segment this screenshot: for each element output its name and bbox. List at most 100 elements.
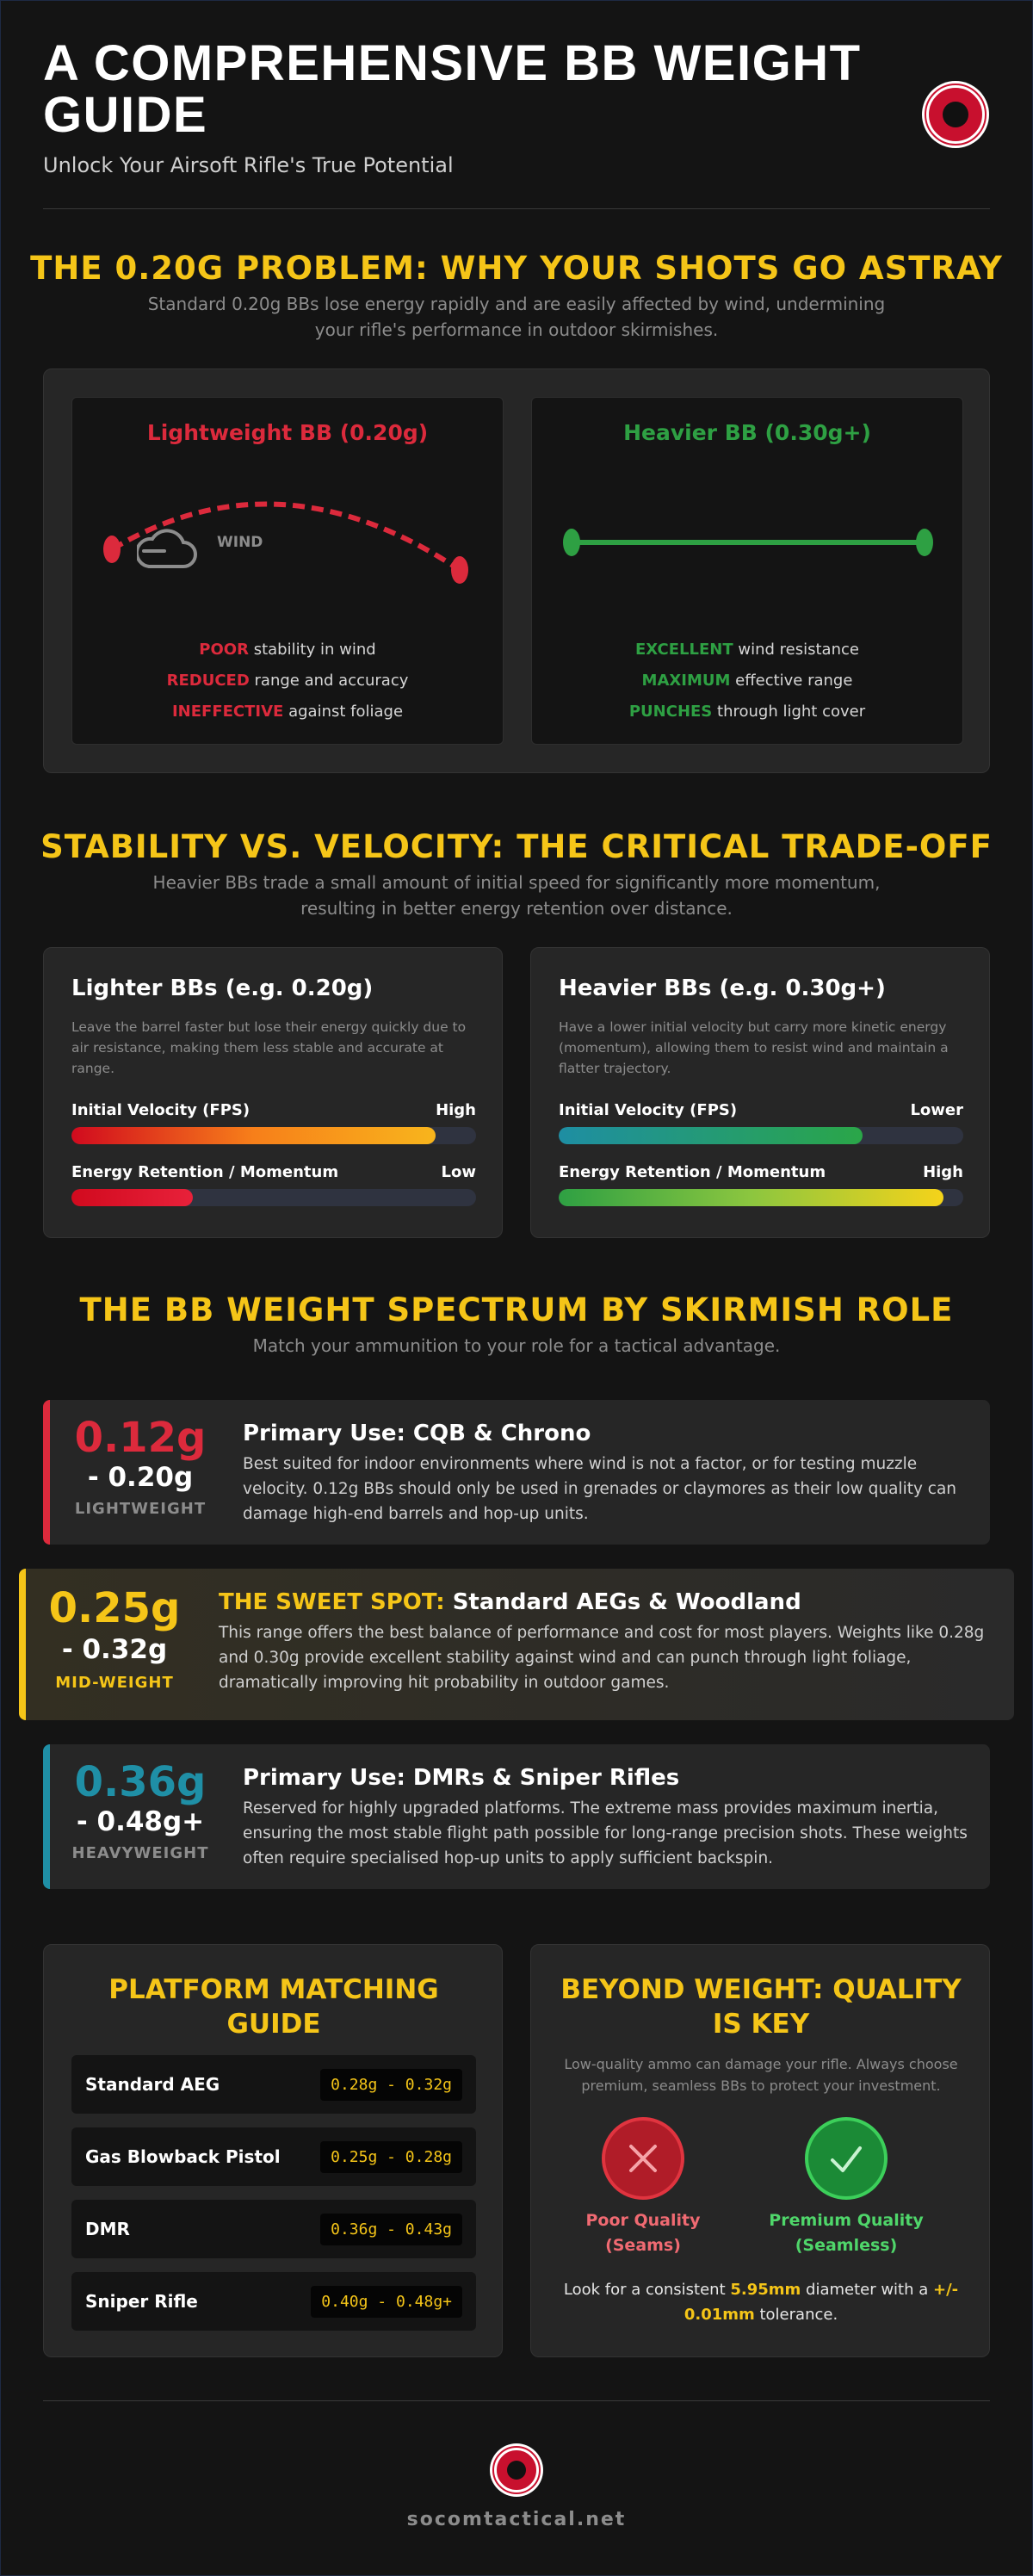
wind-label: WIND [217, 534, 263, 551]
weight-top: 0.12g [74, 1414, 207, 1462]
spectrum-row-midweight: 0.25g - 0.32g MID-WEIGHT THE SWEET SPOT:… [19, 1569, 1014, 1720]
platform-name: Sniper Rifle [85, 2291, 198, 2312]
divider [43, 208, 990, 209]
lighter-bb-card: Lighter BBs (e.g. 0.20g) Leave the barre… [43, 947, 503, 1238]
card-text: Leave the barrel faster but lose their e… [71, 1019, 467, 1076]
bar-rating: Low [441, 1163, 476, 1181]
platform-title: PLATFORM MATCHING GUIDE [108, 1974, 439, 2040]
bar-rating: Lower [910, 1101, 963, 1119]
weight-top: 0.25g [48, 1584, 181, 1632]
stat-keyword: REDUCED [166, 672, 250, 690]
stat-text: range and accuracy [254, 672, 409, 690]
stat-text: stability in wind [253, 641, 376, 659]
poor-label-line2: (Seams) [605, 2236, 681, 2255]
platform-item: Gas Blowback Pistol 0.25g - 0.28g [71, 2127, 476, 2186]
spectrum-row-heavyweight: 0.36g - 0.48g+ HEAVYWEIGHT Primary Use: … [43, 1744, 990, 1889]
stat-text: against foliage [288, 703, 404, 721]
tol-text: diameter with a [801, 2281, 933, 2299]
velocity-bar-label: Initial Velocity (FPS) High [71, 1101, 476, 1119]
heavyweight-panel: Heavier BB (0.30g+) EXCELLENT wind resis… [531, 397, 963, 745]
quality-description: Low-quality ammo can damage your rifle. … [564, 2056, 958, 2094]
momentum-bar-label: Energy Retention / Momentum High [559, 1163, 963, 1181]
platform-range: 0.25g - 0.28g [320, 2140, 462, 2173]
row-heading: Primary Use: DMRs & Sniper Rifles [243, 1765, 679, 1791]
bar-label: Initial Velocity (FPS) [71, 1101, 251, 1119]
brand-logo[interactable] [922, 81, 989, 148]
premium-quality-label: Premium Quality (Seamless) [760, 2208, 932, 2258]
row-heading-text: Primary Use: CQB & Chrono [243, 1421, 591, 1446]
stat-text: through light cover [717, 703, 866, 721]
page-title: A COMPREHENSIVE BB WEIGHT GUIDE [43, 35, 862, 143]
row-text: Reserved for highly upgraded platforms. … [243, 1799, 968, 1867]
x-icon [602, 2117, 684, 2200]
problem-description: Standard 0.20g BBs lose energy rapidly a… [147, 294, 886, 340]
weight-class: HEAVYWEIGHT [71, 1844, 209, 1862]
check-icon [805, 2117, 888, 2200]
flat-trajectory [563, 529, 933, 556]
card-text: Have a lower initial velocity but carry … [559, 1019, 949, 1076]
stat-line: POOR stability in wind [72, 641, 503, 659]
velocity-bar [559, 1127, 963, 1144]
tradeoff-title: STABILITY VS. VELOCITY: THE CRITICAL TRA… [40, 828, 993, 865]
quality-card: BEYOND WEIGHT: QUALITY IS KEY Low-qualit… [530, 1944, 990, 2357]
premium-label-line1: Premium Quality [769, 2211, 924, 2230]
tol-text: Look for a consistent [563, 2281, 731, 2299]
stat-text: wind resistance [738, 641, 859, 659]
heavyweight-title: Heavier BB (0.30g+) [623, 420, 871, 445]
row-heading-text: Standard AEGs & Woodland [452, 1589, 801, 1615]
momentum-bar-fill [71, 1189, 193, 1206]
page-subtitle: Unlock Your Airsoft Rifle's True Potenti… [43, 153, 454, 177]
divider [43, 2400, 990, 2401]
weight-bottom: - 0.48g+ [76, 1806, 205, 1837]
curved-trajectory [103, 501, 468, 584]
footer-logo[interactable] [490, 2443, 543, 2497]
premium-label-line2: (Seamless) [795, 2236, 898, 2255]
card-title: Lighter BBs (e.g. 0.20g) [71, 975, 374, 1001]
momentum-bar [559, 1189, 963, 1206]
heavier-bb-card: Heavier BBs (e.g. 0.30g+) Have a lower i… [530, 947, 990, 1238]
platform-name: DMR [85, 2219, 130, 2239]
weight-top: 0.36g [74, 1758, 207, 1806]
stat-keyword: INEFFECTIVE [171, 703, 284, 721]
stat-keyword: POOR [199, 641, 249, 659]
lightweight-panel: Lightweight BB (0.20g) WIND POOR stabili… [71, 397, 504, 745]
velocity-bar [71, 1127, 476, 1144]
velocity-bar-fill [71, 1127, 436, 1144]
weight-class: LIGHTWEIGHT [74, 1500, 207, 1518]
bar-rating: High [923, 1163, 963, 1181]
momentum-bar-label: Energy Retention / Momentum Low [71, 1163, 476, 1181]
stat-line: MAXIMUM effective range [532, 672, 962, 690]
card-title: Heavier BBs (e.g. 0.30g+) [559, 975, 886, 1001]
spectrum-title: THE BB WEIGHT SPECTRUM BY SKIRMISH ROLE [79, 1291, 954, 1328]
trajectory-comparison: Lightweight BB (0.20g) WIND POOR stabili… [43, 368, 990, 773]
weight-class: MID-WEIGHT [55, 1674, 174, 1692]
stat-keyword: EXCELLENT [635, 641, 733, 659]
tol-text: tolerance. [754, 2306, 838, 2324]
platform-range: 0.36g - 0.43g [320, 2213, 462, 2245]
stat-line: REDUCED range and accuracy [72, 672, 503, 690]
row-heading: Primary Use: CQB & Chrono [243, 1421, 591, 1446]
lightweight-title: Lightweight BB (0.20g) [146, 420, 429, 445]
platform-item: Sniper Rifle 0.40g - 0.48g+ [71, 2272, 476, 2331]
row-heading-accent: THE SWEET SPOT: [219, 1589, 445, 1615]
stat-keyword: PUNCHES [628, 703, 713, 721]
row-text: This range offers the best balance of pe… [219, 1624, 985, 1692]
stat-text: effective range [735, 672, 853, 690]
stat-line: INEFFECTIVE against foliage [72, 703, 503, 721]
spectrum-description: Match your ammunition to your role for a… [252, 1335, 781, 1356]
row-text: Best suited for indoor environments wher… [243, 1455, 957, 1523]
platform-item: DMR 0.36g - 0.43g [71, 2200, 476, 2258]
problem-title: THE 0.20G PROBLEM: WHY YOUR SHOTS GO AST… [30, 250, 1003, 287]
quality-title: BEYOND WEIGHT: QUALITY IS KEY [560, 1974, 962, 2040]
platform-name: Standard AEG [85, 2074, 220, 2095]
momentum-bar-fill [559, 1189, 943, 1206]
tradeoff-description: Heavier BBs trade a small amount of init… [152, 872, 881, 919]
tol-highlight: 0.01mm [684, 2306, 755, 2324]
footer-site-link[interactable]: socomtactical.net [406, 2509, 627, 2530]
poor-quality-label: Poor Quality (Seams) [566, 2208, 721, 2258]
row-heading-text: Primary Use: DMRs & Sniper Rifles [243, 1765, 680, 1791]
tol-highlight: 5.95mm [730, 2281, 801, 2299]
platform-name: Gas Blowback Pistol [85, 2146, 281, 2167]
velocity-bar-label: Initial Velocity (FPS) Lower [559, 1101, 963, 1119]
weight-bottom: - 0.20g [87, 1462, 194, 1493]
